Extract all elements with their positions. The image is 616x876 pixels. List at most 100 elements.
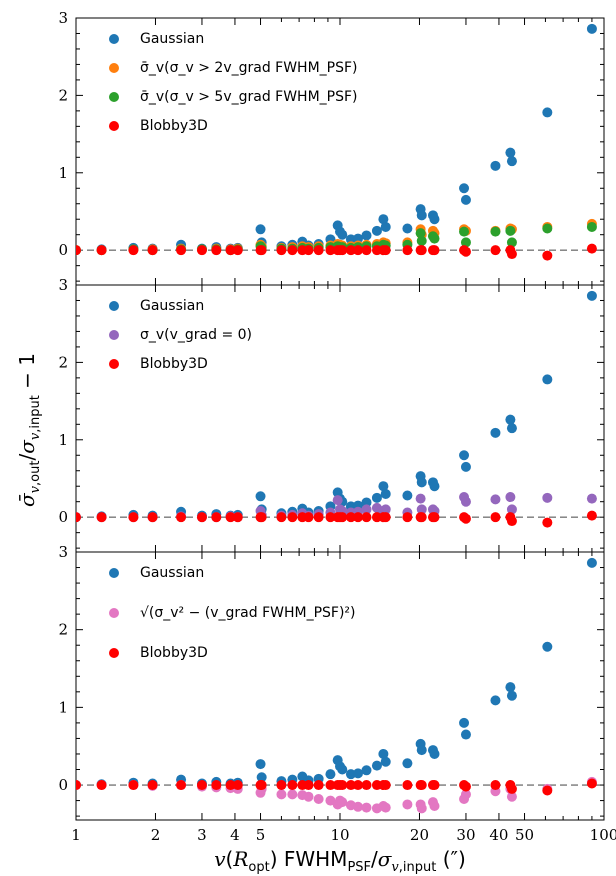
- x-axis-label: v(Ropt) FWHMPSF/σv,input (″): [214, 847, 466, 875]
- point-blobby: [353, 512, 364, 523]
- point-pink: [416, 803, 427, 814]
- point-gaussian: [361, 497, 372, 508]
- legend: Gaussian σ_v(v_grad = 0) Blobby3D: [109, 298, 252, 372]
- point-blobby: [256, 780, 267, 791]
- point-gaussian: [255, 759, 266, 770]
- point-blobby: [460, 513, 471, 524]
- point-gaussian: [380, 488, 391, 499]
- legend-marker: [109, 121, 119, 131]
- legend-label: Gaussian: [140, 31, 204, 47]
- legend-label: σ_v(v_grad = 0): [140, 327, 252, 343]
- point-gaussian: [586, 23, 597, 34]
- point-green: [542, 223, 553, 234]
- point-gaussian: [490, 160, 501, 171]
- point-purple: [506, 504, 517, 515]
- point-gaussian: [255, 491, 266, 502]
- point-gaussian: [459, 450, 470, 461]
- point-green: [460, 237, 471, 248]
- point-blobby: [361, 245, 372, 256]
- y-axis-label: σ̄v,out/σv,input − 1: [15, 353, 43, 507]
- point-blobby: [586, 243, 597, 254]
- point-blobby: [506, 249, 517, 260]
- point-blobby: [416, 512, 427, 523]
- x-tick-label: 20: [410, 826, 429, 844]
- point-pink: [506, 791, 517, 802]
- point-gaussian: [361, 765, 372, 776]
- y-tick-label: 0: [58, 776, 68, 794]
- point-blobby: [416, 245, 427, 256]
- legend: Gaussian σ̄_v(σ_v > 2v_grad FWHM_PSF) σ̄_v…: [109, 31, 358, 134]
- point-blobby: [96, 780, 107, 791]
- point-blobby: [76, 245, 81, 256]
- x-tick-label: 1: [71, 826, 81, 844]
- point-pink: [353, 801, 364, 812]
- point-blobby: [256, 512, 267, 523]
- point-blobby: [276, 780, 287, 791]
- point-blobby: [542, 517, 553, 528]
- point-gaussian: [337, 229, 348, 240]
- point-blobby: [147, 245, 158, 256]
- legend-marker: [109, 608, 119, 618]
- x-tick-label: 3: [197, 826, 207, 844]
- point-gaussian: [459, 183, 470, 194]
- point-gaussian: [380, 221, 391, 232]
- point-gaussian: [402, 758, 413, 769]
- y-tick-label: 2: [58, 353, 68, 371]
- point-gaussian: [490, 427, 501, 438]
- y-tick-label: 1: [58, 431, 68, 449]
- point-green: [429, 233, 440, 244]
- point-gaussian: [371, 225, 382, 236]
- point-blobby: [196, 245, 207, 256]
- point-blobby: [460, 246, 471, 257]
- legend-marker: [109, 330, 119, 340]
- point-blobby: [196, 780, 207, 791]
- point-blobby: [287, 512, 298, 523]
- point-gaussian: [371, 492, 382, 503]
- point-blobby: [225, 245, 236, 256]
- point-pink: [313, 794, 324, 805]
- point-blobby: [586, 778, 597, 789]
- point-gaussian: [378, 748, 389, 759]
- point-blobby: [402, 512, 413, 523]
- point-gaussian: [429, 214, 440, 225]
- point-gaussian: [505, 147, 516, 158]
- point-blobby: [345, 245, 356, 256]
- legend-label: σ̄_v(σ_v > 5v_grad FWHM_PSF): [140, 89, 358, 105]
- point-blobby: [345, 780, 356, 791]
- point-blobby: [313, 512, 324, 523]
- point-blobby: [225, 512, 236, 523]
- point-blobby: [256, 245, 267, 256]
- y-tick-label: 1: [58, 164, 68, 182]
- point-gaussian: [337, 764, 348, 775]
- point-blobby: [176, 780, 187, 791]
- point-pink: [402, 799, 413, 810]
- point-blobby: [196, 512, 207, 523]
- legend-marker: [109, 34, 119, 44]
- point-blobby: [402, 245, 413, 256]
- point-blobby: [337, 512, 348, 523]
- y-tick-label: 3: [58, 276, 68, 294]
- point-gaussian: [402, 490, 413, 501]
- legend-label: Gaussian: [140, 298, 204, 314]
- panels: 0 1 2 3 Gaussian σ̄_v(σ_v > 2v_grad FWHM_PSF)…: [58, 9, 616, 844]
- x-tick-label: 2: [151, 826, 161, 844]
- point-blobby: [490, 780, 501, 791]
- point-blobby: [128, 245, 139, 256]
- point-blobby: [147, 780, 158, 791]
- point-blobby: [232, 245, 243, 256]
- point-blobby: [542, 250, 553, 261]
- point-blobby: [325, 780, 336, 791]
- point-blobby: [460, 781, 471, 792]
- point-green: [459, 226, 470, 237]
- x-tick-label: 10: [330, 826, 349, 844]
- point-pink: [287, 789, 298, 800]
- point-blobby: [506, 783, 517, 794]
- point-gaussian: [416, 477, 427, 488]
- y-tick-label: 2: [58, 621, 68, 639]
- point-blobby: [380, 780, 391, 791]
- y-tick-label: 0: [58, 508, 68, 526]
- point-blobby: [337, 780, 348, 791]
- point-purple: [361, 504, 372, 515]
- point-blobby: [490, 245, 501, 256]
